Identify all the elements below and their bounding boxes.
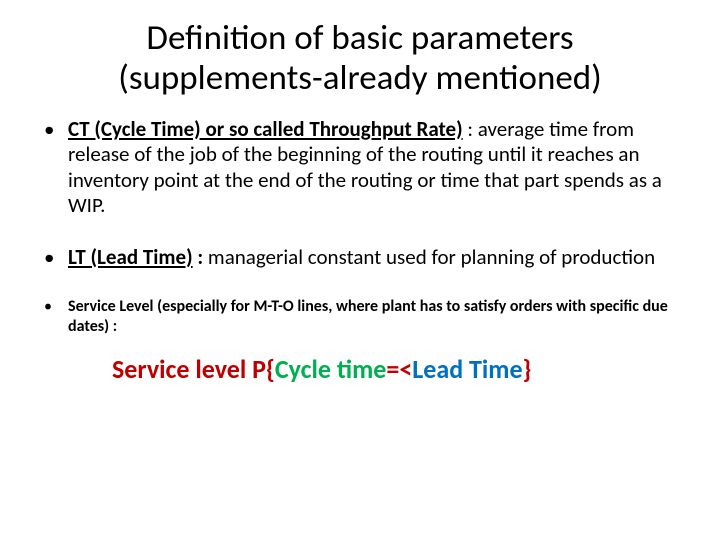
bullet-ct-lead: CT (Cycle Time) or so called Throughput …	[68, 116, 463, 142]
bullet-lt-lead: LT (Lead Time)	[68, 244, 193, 270]
bullet-service-level: Service Level (especially for M-T-O line…	[40, 297, 680, 337]
bullet-lt: LT (Lead Time) : managerial constant use…	[40, 245, 680, 271]
bullet-ct: CT (Cycle Time) or so called Throughput …	[40, 117, 680, 219]
formula-part4: Lead Time	[412, 353, 522, 385]
formula-part2: Cycle time	[275, 353, 386, 385]
bullet-service-level-text: Service Level (especially for M-T-O line…	[68, 297, 668, 336]
title-line1: Definition of basic parameters	[146, 17, 573, 59]
formula-part5: }	[523, 353, 532, 385]
bullet-list: CT (Cycle Time) or so called Throughput …	[40, 117, 680, 337]
bullet-lt-rest: managerial constant used for planning of…	[208, 244, 655, 270]
slide: Definition of basic parameters (suppleme…	[0, 0, 720, 540]
slide-title: Definition of basic parameters (suppleme…	[40, 18, 680, 99]
formula-part3: =<	[386, 353, 412, 385]
title-line2: (supplements-already mentioned)	[118, 57, 602, 99]
formula-part1: Service level P{	[112, 353, 275, 385]
service-level-formula: Service level P{Cycle time=<Lead Time}	[40, 355, 680, 385]
bullet-lt-colon: :	[193, 244, 208, 270]
